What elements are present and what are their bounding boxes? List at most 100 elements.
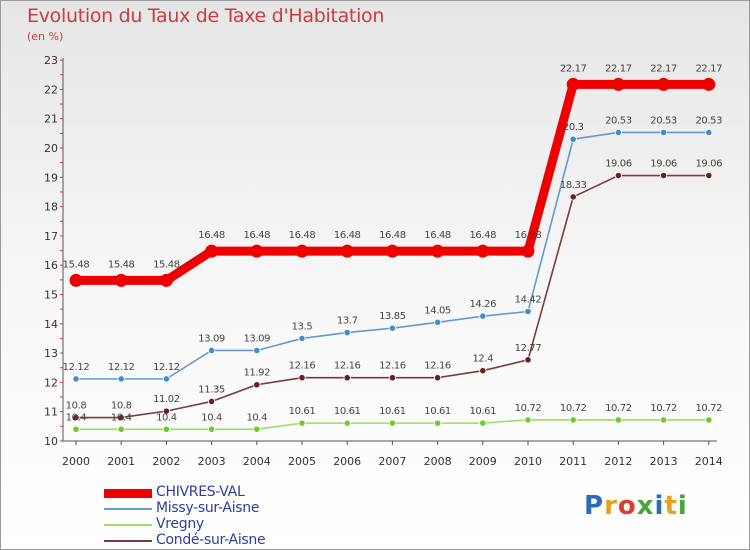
data-label: 16.48 xyxy=(379,230,406,241)
data-point xyxy=(72,413,80,422)
data-point xyxy=(340,244,354,258)
x-tick-label: 2009 xyxy=(469,455,497,468)
data-label: 11.92 xyxy=(243,368,270,379)
data-point xyxy=(705,171,713,180)
y-tick-label: 17 xyxy=(44,230,58,243)
data-point xyxy=(476,244,490,258)
data-label: 19.06 xyxy=(650,159,677,170)
x-tick-label: 2002 xyxy=(152,455,180,468)
data-point xyxy=(705,416,713,424)
data-point xyxy=(479,312,487,320)
data-point xyxy=(388,324,396,332)
data-label: 12.77 xyxy=(515,343,542,354)
data-label: 10.72 xyxy=(650,403,677,414)
data-label: 16.48 xyxy=(424,230,451,241)
data-label: 10.4 xyxy=(111,412,132,423)
data-point xyxy=(208,425,216,433)
x-tick-label: 2014 xyxy=(695,455,723,468)
data-label: 16.48 xyxy=(243,230,270,241)
data-point xyxy=(611,77,625,91)
data-point xyxy=(295,244,309,258)
logo-letter: P xyxy=(584,491,605,521)
data-point xyxy=(298,374,306,382)
axes: 10 11 12 13 14 15 16 17 18 19 20 21 22 23 2000 2001 2002… xyxy=(44,54,723,468)
data-label: 15.48 xyxy=(153,259,180,270)
logo-letter: o xyxy=(617,491,637,521)
data-point xyxy=(298,334,306,343)
data-point xyxy=(524,356,532,364)
data-point xyxy=(705,128,713,137)
data-label: 10.4 xyxy=(156,412,177,423)
data-point xyxy=(343,419,351,427)
data-label: 22.17 xyxy=(605,63,632,74)
data-point xyxy=(659,171,668,180)
series-markers xyxy=(69,77,716,433)
data-label: 12.12 xyxy=(153,362,180,373)
data-label: 10.72 xyxy=(605,403,632,414)
legend-label: Vregny xyxy=(156,516,204,532)
data-labels: 10.8 10.8 11.02 11.35 11.92 12.16 12.16 12.16 12… xyxy=(63,63,723,423)
chart-title: Evolution du Taux de Taxe d'Habitation xyxy=(27,5,385,27)
logo-letter: t xyxy=(664,491,678,521)
data-label: 10.8 xyxy=(66,401,87,412)
data-label: 10.72 xyxy=(515,403,542,414)
y-tick-label: 12 xyxy=(44,376,58,389)
x-tick-label: 2007 xyxy=(378,455,406,468)
data-label: 11.02 xyxy=(153,394,180,405)
data-label: 20.53 xyxy=(605,115,632,126)
y-tick-label: 10 xyxy=(44,435,58,448)
data-label: 16.48 xyxy=(515,230,542,241)
data-label: 10.61 xyxy=(334,406,361,417)
data-point xyxy=(117,413,125,422)
data-label: 19.06 xyxy=(695,159,722,170)
data-point xyxy=(614,128,623,137)
data-label: 13.09 xyxy=(198,333,225,344)
data-point xyxy=(433,318,442,326)
y-tick-label: 19 xyxy=(44,171,58,184)
x-tick-label: 2004 xyxy=(243,455,271,468)
unit-label: (en %) xyxy=(27,30,64,43)
data-point xyxy=(702,77,716,91)
x-tick-label: 2003 xyxy=(198,455,226,468)
data-point xyxy=(159,273,173,287)
data-label: 15.48 xyxy=(63,259,90,270)
data-label: 13.5 xyxy=(292,321,313,332)
data-label: 13.09 xyxy=(243,333,270,344)
data-label: 12.16 xyxy=(424,361,451,372)
data-label: 10.4 xyxy=(66,412,87,423)
data-point xyxy=(569,193,577,201)
legend-swatch xyxy=(104,508,152,510)
data-point xyxy=(569,416,577,424)
data-label: 20.3 xyxy=(563,122,584,133)
legend-label: Missy-sur-Aisne xyxy=(156,500,260,516)
data-label: 14.42 xyxy=(515,294,542,305)
data-label: 12.16 xyxy=(289,361,316,372)
proxiti-logo: Proxiti xyxy=(584,491,688,521)
y-tick-label: 14 xyxy=(44,318,58,331)
data-label: 16.48 xyxy=(469,230,496,241)
x-tick-label: 2010 xyxy=(514,455,542,468)
data-label: 22.17 xyxy=(560,63,587,74)
data-point xyxy=(250,244,264,258)
y-tick-label: 23 xyxy=(44,54,58,67)
data-point xyxy=(343,374,351,382)
data-point xyxy=(72,375,80,383)
data-label: 10.61 xyxy=(289,406,316,417)
data-point xyxy=(162,425,170,433)
data-point xyxy=(657,77,671,91)
data-label: 12.12 xyxy=(108,362,135,373)
legend-swatch xyxy=(104,540,152,542)
data-point xyxy=(433,419,442,427)
x-tick-label: 2008 xyxy=(424,455,452,468)
data-point xyxy=(524,416,532,424)
data-label: 10.4 xyxy=(201,412,222,423)
data-label: 16.48 xyxy=(334,230,361,241)
data-point xyxy=(69,273,83,287)
data-point xyxy=(659,416,668,424)
legend-label: Condé-sur-Aisne xyxy=(156,532,266,548)
data-point xyxy=(117,375,125,383)
data-label: 15.48 xyxy=(108,259,135,270)
data-label: 16.48 xyxy=(198,230,225,241)
data-point xyxy=(208,346,216,355)
